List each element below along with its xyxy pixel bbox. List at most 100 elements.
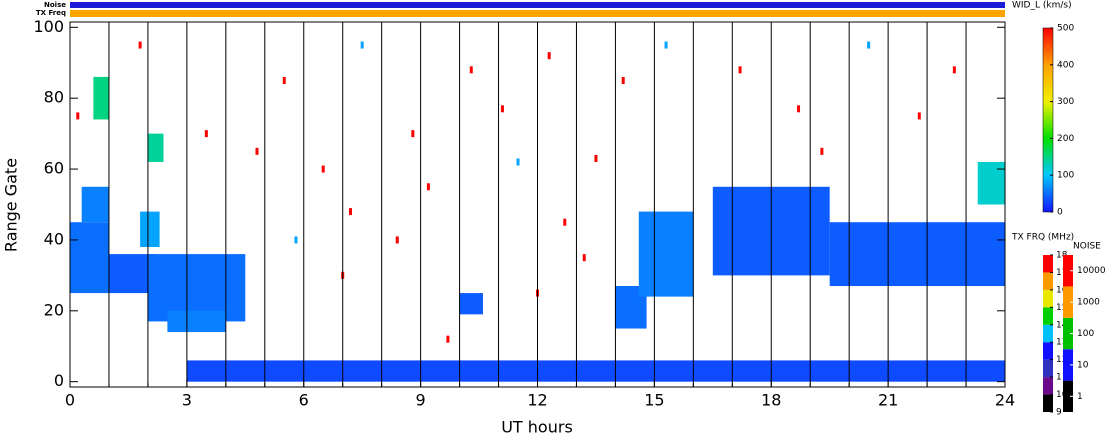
wid-title: WID_L (km/s) [1012,1,1072,11]
echo-point [917,112,921,120]
y-tick-label: 60 [44,159,64,178]
x-tick-label: 24 [995,391,1015,410]
echo-point [952,66,956,74]
echo-point [282,76,286,84]
frq-tick-label: 18 [1056,251,1068,261]
noise-block [1063,255,1073,287]
x-tick-label: 21 [878,391,898,410]
echo-point [76,112,80,120]
wid-tick-label: 100 [1057,171,1074,181]
echo-point [321,165,325,173]
echo-region [81,186,109,223]
noise-strip [70,2,1005,8]
echo-point [411,130,415,138]
echo-point [426,183,430,191]
echo-region [70,222,109,294]
x-tick-label: 15 [644,391,664,410]
echo-point [563,218,567,226]
frq-tick-label: 17 [1056,268,1067,278]
echo-region [140,211,160,248]
echo-point [582,254,586,262]
echo-region [167,310,226,333]
frq-block [1043,324,1053,343]
echo-region [147,133,164,162]
echo-point [516,158,520,166]
echo-point [621,76,625,84]
echo-point [294,236,298,244]
y-axis-label: Range Gate [2,158,21,252]
y-tick-label: 100 [33,17,64,36]
wid-tick-label: 400 [1057,60,1074,70]
frq-block [1043,289,1053,308]
noise-tick-label: 1 [1077,392,1083,402]
noise-block [1063,317,1073,350]
wid-tick-label: 300 [1057,97,1074,107]
y-tick-label: 40 [44,229,64,248]
wid-tick-label: 200 [1057,134,1074,144]
echo-point [820,147,824,155]
frq-block [1043,272,1053,290]
echo-point [360,41,364,49]
noise-block [1063,286,1073,318]
echo-region [638,211,694,297]
frq-block [1043,255,1053,273]
echo-point [547,52,551,60]
frq-tick-label: 15 [1056,303,1067,313]
frq-tick-label: 12 [1056,355,1067,365]
echo-point [204,130,208,138]
wid-tick-label: 500 [1057,24,1074,34]
frq-tick-label: 11 [1056,373,1067,383]
plot-frame [69,21,1006,388]
echo-point [500,105,504,113]
echo-point [867,41,871,49]
frq-tick-label: 9 [1056,408,1062,418]
echo-point [469,66,473,74]
echo-point [349,208,352,216]
x-tick-label: 9 [416,391,426,410]
echo-region [147,254,246,322]
echo-point [255,147,259,155]
echo-point [797,105,801,113]
x-tick-label: 12 [527,391,547,410]
echo-region [977,161,1005,205]
frq-block [1043,307,1053,325]
noise-block [1063,349,1073,381]
wid-colorbar [1042,27,1054,213]
x-tick-label: 6 [299,391,309,410]
echo-point [664,41,668,49]
frq-tick-label: 13 [1056,338,1067,348]
x-tick-label: 3 [182,391,192,410]
frq-block [1043,394,1053,412]
frq-block [1043,377,1053,395]
noise-tick-label: 10 [1077,360,1089,370]
echo-point [738,66,742,74]
echo-region [829,222,1005,287]
y-tick-label: 80 [44,88,64,107]
echo-point [594,154,598,162]
freq-strip [70,10,1005,17]
echo-point [395,236,399,244]
frq-block [1043,359,1053,378]
frq-tick-label: 16 [1056,285,1068,295]
x-tick-label: 0 [65,391,75,410]
wid-tick-label: 0 [1057,208,1063,218]
echo-region [186,360,1005,382]
echo-region [459,293,483,315]
echo-point [446,335,450,343]
frq-block [1043,342,1053,360]
freq-strip-label: TX Freq [36,9,66,17]
frq-tick-label: 10 [1056,390,1068,400]
x-axis-label: UT hours [501,418,573,436]
noise-tick-label: 10000 [1077,266,1106,276]
x-tick-label: 18 [761,391,781,410]
y-tick-label: 20 [44,300,64,319]
echo-point [138,41,142,49]
noise-tick-label: 100 [1077,329,1094,339]
noise-block [1063,380,1073,412]
noise-title: NOISE [1073,242,1101,252]
noise-tick-label: 1000 [1077,298,1100,308]
echo-region [93,76,109,120]
y-tick-label: 0 [54,371,64,390]
noise-strip-label: Noise [44,1,66,9]
